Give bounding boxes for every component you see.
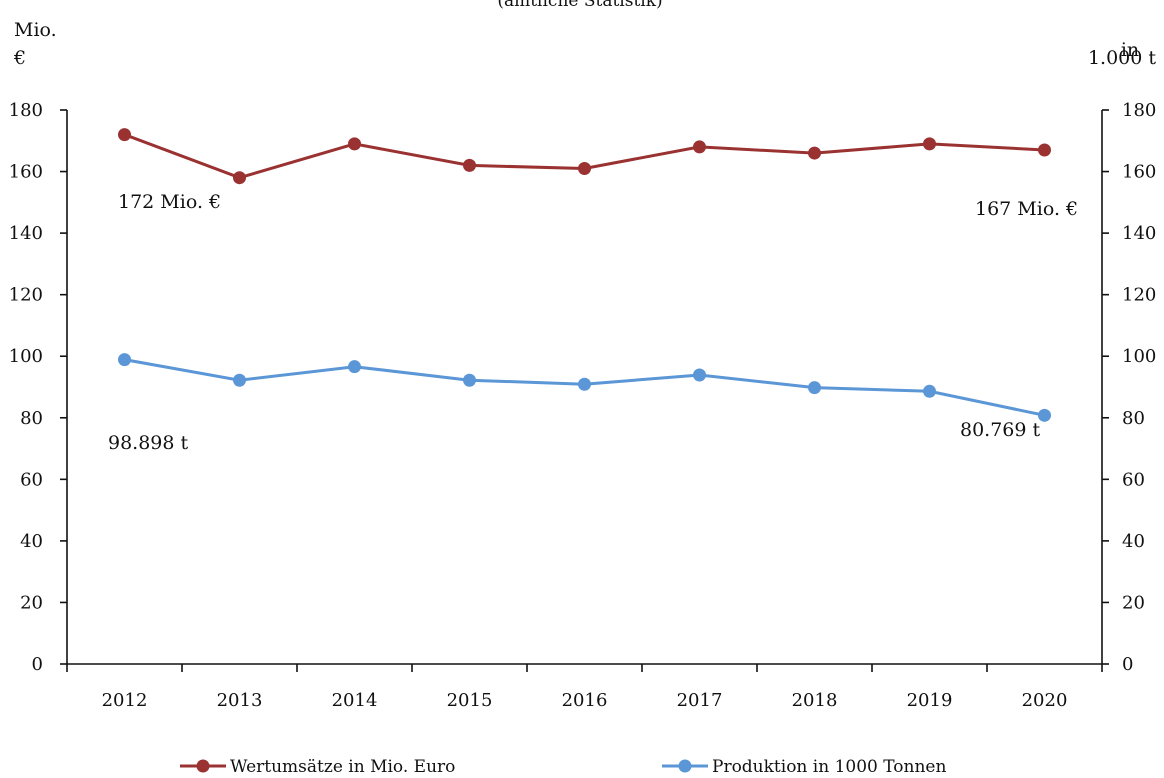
y-tick-label-left: 40 xyxy=(20,531,43,552)
series-1-point xyxy=(233,171,246,185)
y-tick-label-left: 0 xyxy=(32,654,43,675)
annotation-production-end: 80.769 t xyxy=(960,419,1041,441)
annotation-production-start: 98.898 t xyxy=(108,432,189,454)
series-group xyxy=(118,128,1051,422)
x-tick-label: 2014 xyxy=(332,690,378,711)
series-1-point xyxy=(923,137,936,151)
y-tick-label-left: 120 xyxy=(9,285,43,306)
right-unit-line2: 1.000 t xyxy=(1088,47,1156,69)
series-1-point xyxy=(348,137,361,151)
y-tick-label-left: 160 xyxy=(9,162,43,183)
y-tick-label-left: 60 xyxy=(20,469,43,490)
legend-label-1: Wertumsätze in Mio. Euro xyxy=(230,757,455,777)
legend-swatch-marker-2 xyxy=(678,759,692,773)
y-tick-label-left: 180 xyxy=(9,100,43,121)
legend-swatch-marker-1 xyxy=(196,759,210,773)
legend: Wertumsätze in Mio. Euro Produktion in 10… xyxy=(180,757,946,777)
y-tick-label-right: 120 xyxy=(1122,285,1156,306)
series-2-point xyxy=(348,360,361,374)
annotation-value-end: 167 Mio. € xyxy=(975,198,1078,220)
right-unit-line1: in xyxy=(1121,39,1139,61)
x-tick-label: 2018 xyxy=(792,690,838,711)
y-tick-label-right: 60 xyxy=(1122,469,1145,490)
series-2-point xyxy=(578,377,591,391)
y-tick-label-left: 80 xyxy=(20,408,43,429)
y-tick-label-right: 20 xyxy=(1122,592,1145,613)
y-tick-label-left: 100 xyxy=(9,346,43,367)
y-ticks-right: 0 20 40 60 80 100 120 140 160 180 xyxy=(1102,100,1156,675)
series-2-point xyxy=(1038,408,1051,422)
legend-label-2: Produktion in 1000 Tonnen xyxy=(712,757,946,777)
x-tick-label: 2019 xyxy=(907,690,953,711)
series-2-point xyxy=(693,368,706,382)
chart-subtitle: (amtliche Statistik) xyxy=(497,0,662,11)
y-ticks-left: 0 20 40 60 80 100 120 140 160 180 xyxy=(9,100,67,675)
y-tick-label-right: 100 xyxy=(1122,346,1156,367)
x-ticks: 2012 2013 2014 2015 2016 2017 2018 2019 2020 xyxy=(66,664,1103,711)
x-tick-label: 2017 xyxy=(677,690,723,711)
y-tick-label-left: 20 xyxy=(20,592,43,613)
y-tick-label-right: 180 xyxy=(1122,100,1156,121)
annotation-value-start: 172 Mio. € xyxy=(118,191,221,213)
series-2-point xyxy=(923,384,936,398)
left-unit-line1: Mio. xyxy=(14,19,57,41)
x-tick-label: 2020 xyxy=(1022,690,1068,711)
x-tick-label: 2013 xyxy=(217,690,263,711)
y-tick-label-right: 160 xyxy=(1122,162,1156,183)
series-1-point xyxy=(808,146,821,160)
y-tick-label-right: 40 xyxy=(1122,531,1145,552)
x-tick-label: 2016 xyxy=(562,690,608,711)
left-unit-line2: € xyxy=(13,47,26,69)
series-1-point xyxy=(118,128,131,142)
series-2-point xyxy=(118,353,131,367)
x-tick-label: 2012 xyxy=(102,690,148,711)
series-2-point xyxy=(808,381,821,395)
x-tick-label: 2015 xyxy=(447,690,493,711)
series-1-point xyxy=(578,161,591,175)
y-tick-label-right: 140 xyxy=(1122,223,1156,244)
series-1-point xyxy=(463,158,476,172)
y-tick-label-left: 140 xyxy=(9,223,43,244)
series-1-point xyxy=(693,140,706,154)
y-tick-label-right: 0 xyxy=(1122,654,1133,675)
series-1-point xyxy=(1038,143,1051,157)
axes xyxy=(66,110,1103,665)
series-2-point xyxy=(463,373,476,387)
series-2-point xyxy=(233,373,246,387)
y-tick-label-right: 80 xyxy=(1122,408,1145,429)
